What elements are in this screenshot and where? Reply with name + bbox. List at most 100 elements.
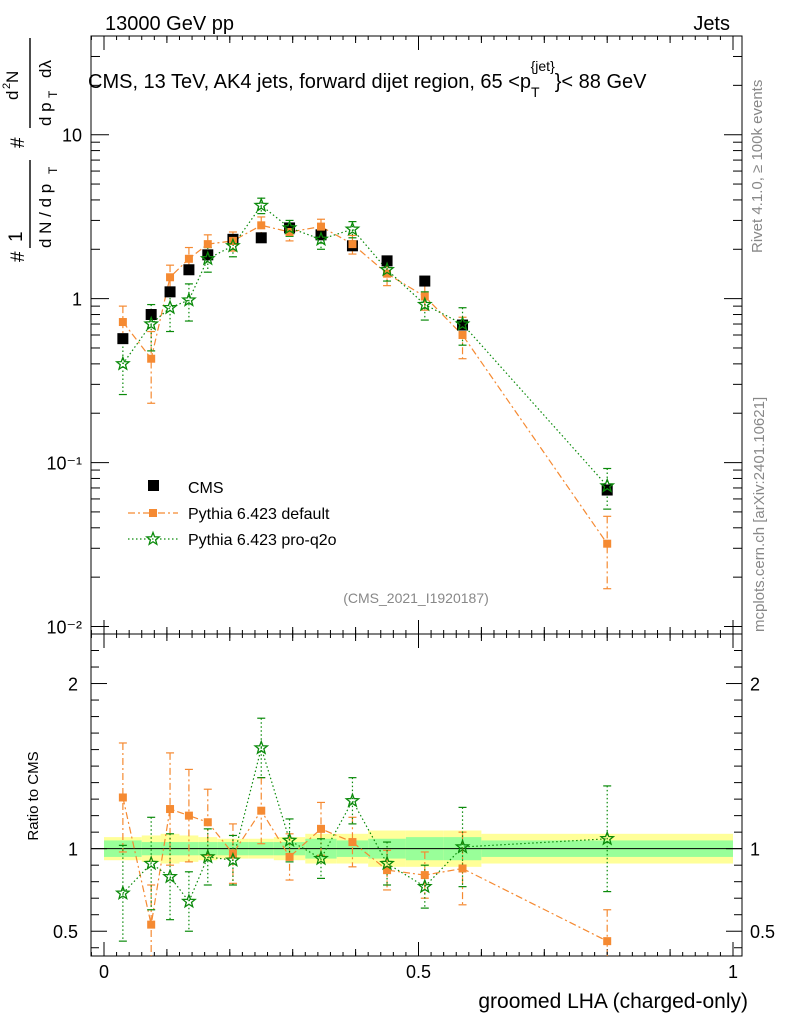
point-proq2o (599, 477, 616, 493)
cms-point (601, 484, 613, 496)
point-default (184, 254, 193, 263)
ratio-y-tick-label-right: 0.5 (750, 922, 775, 942)
y-tick-label: 10⁻² (46, 617, 82, 637)
point-proq2o (114, 355, 131, 371)
ratio-point-proq2o (313, 850, 329, 866)
legend-proq2o-marker (145, 530, 161, 546)
cms-point (202, 249, 214, 261)
ratio-point-proq2o (416, 878, 433, 894)
cms-point (315, 229, 327, 241)
ratio-point-proq2o (281, 832, 298, 848)
ratio-line-default (122, 797, 608, 942)
ratio-point-default (317, 824, 326, 833)
ratio-line-proq2o (122, 745, 608, 903)
legend-cms-label: CMS (188, 480, 224, 497)
cms-point (284, 222, 296, 234)
ratio-point-proq2o (180, 893, 197, 909)
point-default (147, 354, 156, 363)
ratio-y-tick-label-right: 2 (750, 675, 760, 695)
point-proq2o (180, 291, 197, 307)
point-proq2o (344, 220, 361, 237)
svg-text:d N / d p: d N / d p (36, 184, 55, 248)
point-proq2o (162, 299, 178, 315)
ratio-point-default (166, 805, 175, 814)
y-axis-label: # 1 d N / d p T # d 2 N d p T dλ (1, 38, 60, 262)
ratio-point-proq2o (379, 855, 395, 871)
cms-point (419, 275, 431, 287)
ratio-plot-frame (90, 633, 743, 957)
ratio-point-proq2o (599, 830, 616, 846)
svg-text:d p: d p (36, 102, 55, 126)
point-default (118, 318, 127, 327)
point-default (203, 240, 212, 249)
ratio-point-default (420, 871, 429, 880)
ratio-y-tick-label: 1 (68, 840, 78, 860)
legend-default-label: Pythia 6.423 default (188, 506, 330, 523)
ratio-point-proq2o (199, 848, 216, 864)
ratio-point-default (147, 920, 156, 929)
point-proq2o (313, 230, 329, 247)
chart-title-sup: {jet} (531, 58, 555, 74)
ratio-point-proq2o (253, 739, 270, 755)
ratio-y-tick-label-right: 1 (750, 840, 760, 860)
ratio-point-default (348, 838, 357, 847)
point-default (317, 222, 326, 231)
x-axis-label: groomed LHA (charged-only) (478, 990, 748, 1013)
svg-text:N: N (3, 71, 22, 83)
chart-title-tail: }< 88 GeV (555, 71, 647, 93)
chart-title: CMS, 13 TeV, AK4 jets, forward dijet reg… (88, 58, 647, 100)
ratio-y-tick-label: 0.5 (53, 922, 78, 942)
ratio-point-proq2o (162, 868, 178, 884)
line-proq2o (122, 204, 608, 487)
point-default (603, 539, 612, 548)
ratio-point-proq2o (114, 884, 131, 901)
legend: CMS Pythia 6.423 default Pythia 6.423 pr… (128, 480, 337, 549)
point-proq2o (379, 261, 395, 277)
svg-text:1: 1 (6, 231, 27, 242)
svg-text:dλ: dλ (36, 60, 55, 78)
ratio-point-default (383, 866, 392, 875)
point-proq2o (199, 250, 216, 266)
cms-point (457, 319, 469, 331)
ratio-point-default (184, 811, 193, 820)
x-tick-label: 0.5 (406, 962, 431, 982)
header-right: Jets (693, 13, 730, 35)
point-default (348, 240, 357, 249)
ratio-y-axis-label: Ratio to CMS (25, 751, 42, 840)
ratio-point-proq2o (344, 792, 361, 808)
point-default (257, 221, 266, 230)
svg-text:T: T (46, 90, 60, 98)
ratio-point-default (603, 937, 612, 946)
legend-cms-marker (148, 480, 159, 491)
ratio-point-default (285, 852, 294, 861)
cms-point (255, 232, 267, 244)
x-tick-label: 0 (99, 962, 109, 982)
point-proq2o (224, 237, 241, 253)
chart-title-sub: T (531, 84, 540, 100)
cms-point (164, 286, 176, 298)
ratio-point-proq2o (224, 851, 241, 867)
rivet-version-label: Rivet 4.1.0, ≥ 100k events (749, 80, 766, 253)
point-default (458, 331, 467, 339)
point-proq2o (253, 197, 270, 213)
svg-text:#: # (8, 251, 29, 262)
ratio-point-proq2o (454, 838, 471, 854)
svg-text:2: 2 (1, 83, 13, 89)
x-tick-label: 1 (728, 962, 738, 982)
cms-point (145, 309, 157, 321)
ratio-point-default (458, 864, 467, 873)
legend-proq2o-label: Pythia 6.423 pro-q2o (188, 532, 337, 549)
ratio-point-default (118, 793, 127, 802)
svg-text:T: T (46, 166, 60, 174)
cms-point (117, 333, 129, 345)
point-proq2o (416, 296, 433, 312)
point-default (166, 273, 175, 282)
cms-point (381, 255, 393, 267)
point-proq2o (454, 315, 471, 331)
cms-point (183, 264, 195, 276)
point-default (383, 269, 392, 278)
point-proq2o (143, 315, 160, 331)
ratio-point-default (203, 818, 212, 827)
legend-default-marker (149, 509, 157, 517)
